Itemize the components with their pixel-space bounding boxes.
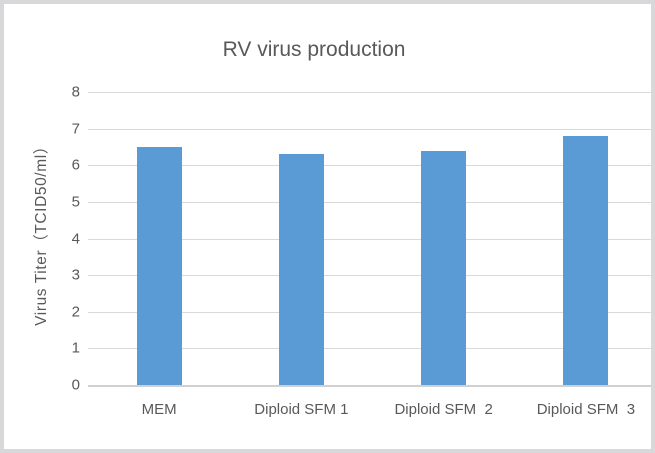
gridline [88,201,651,203]
bar [136,146,182,385]
y-tick-label: 0 [71,376,80,394]
x-axis-labels: MEM Diploid SFM 1 Diploid SFM 2 Diploid SFM… [88,401,651,421]
y-tick-label: 7 [71,120,80,138]
y-tick-label: 5 [71,193,80,211]
bar [421,150,467,385]
y-tick-label: 8 [71,83,80,101]
x-axis-label: MEM [141,401,177,418]
bar [278,154,324,385]
x-axis-label: Diploid SFM 2 [394,401,493,418]
gridline [88,311,651,313]
gridline [88,348,651,350]
y-tick-label: 4 [71,230,80,247]
plot-area [88,92,651,387]
bar [563,135,609,385]
gridline [88,92,651,93]
x-axis-label: Diploid SFM 3 [536,401,636,418]
gridline [88,238,651,240]
gridline [88,165,651,167]
x-axis-label: Diploid SFM 1 [254,401,349,418]
gridline [88,128,651,130]
chart-title: RV virus production [222,38,406,61]
gridline [88,275,651,277]
y-tick-label: 1 [71,339,80,357]
y-tick-label: 6 [71,156,80,174]
y-tick-label: 3 [71,266,80,284]
y-axis-ticks: 0 1 2 3 4 5 6 7 8 [44,84,80,394]
y-tick-label: 2 [71,303,80,321]
